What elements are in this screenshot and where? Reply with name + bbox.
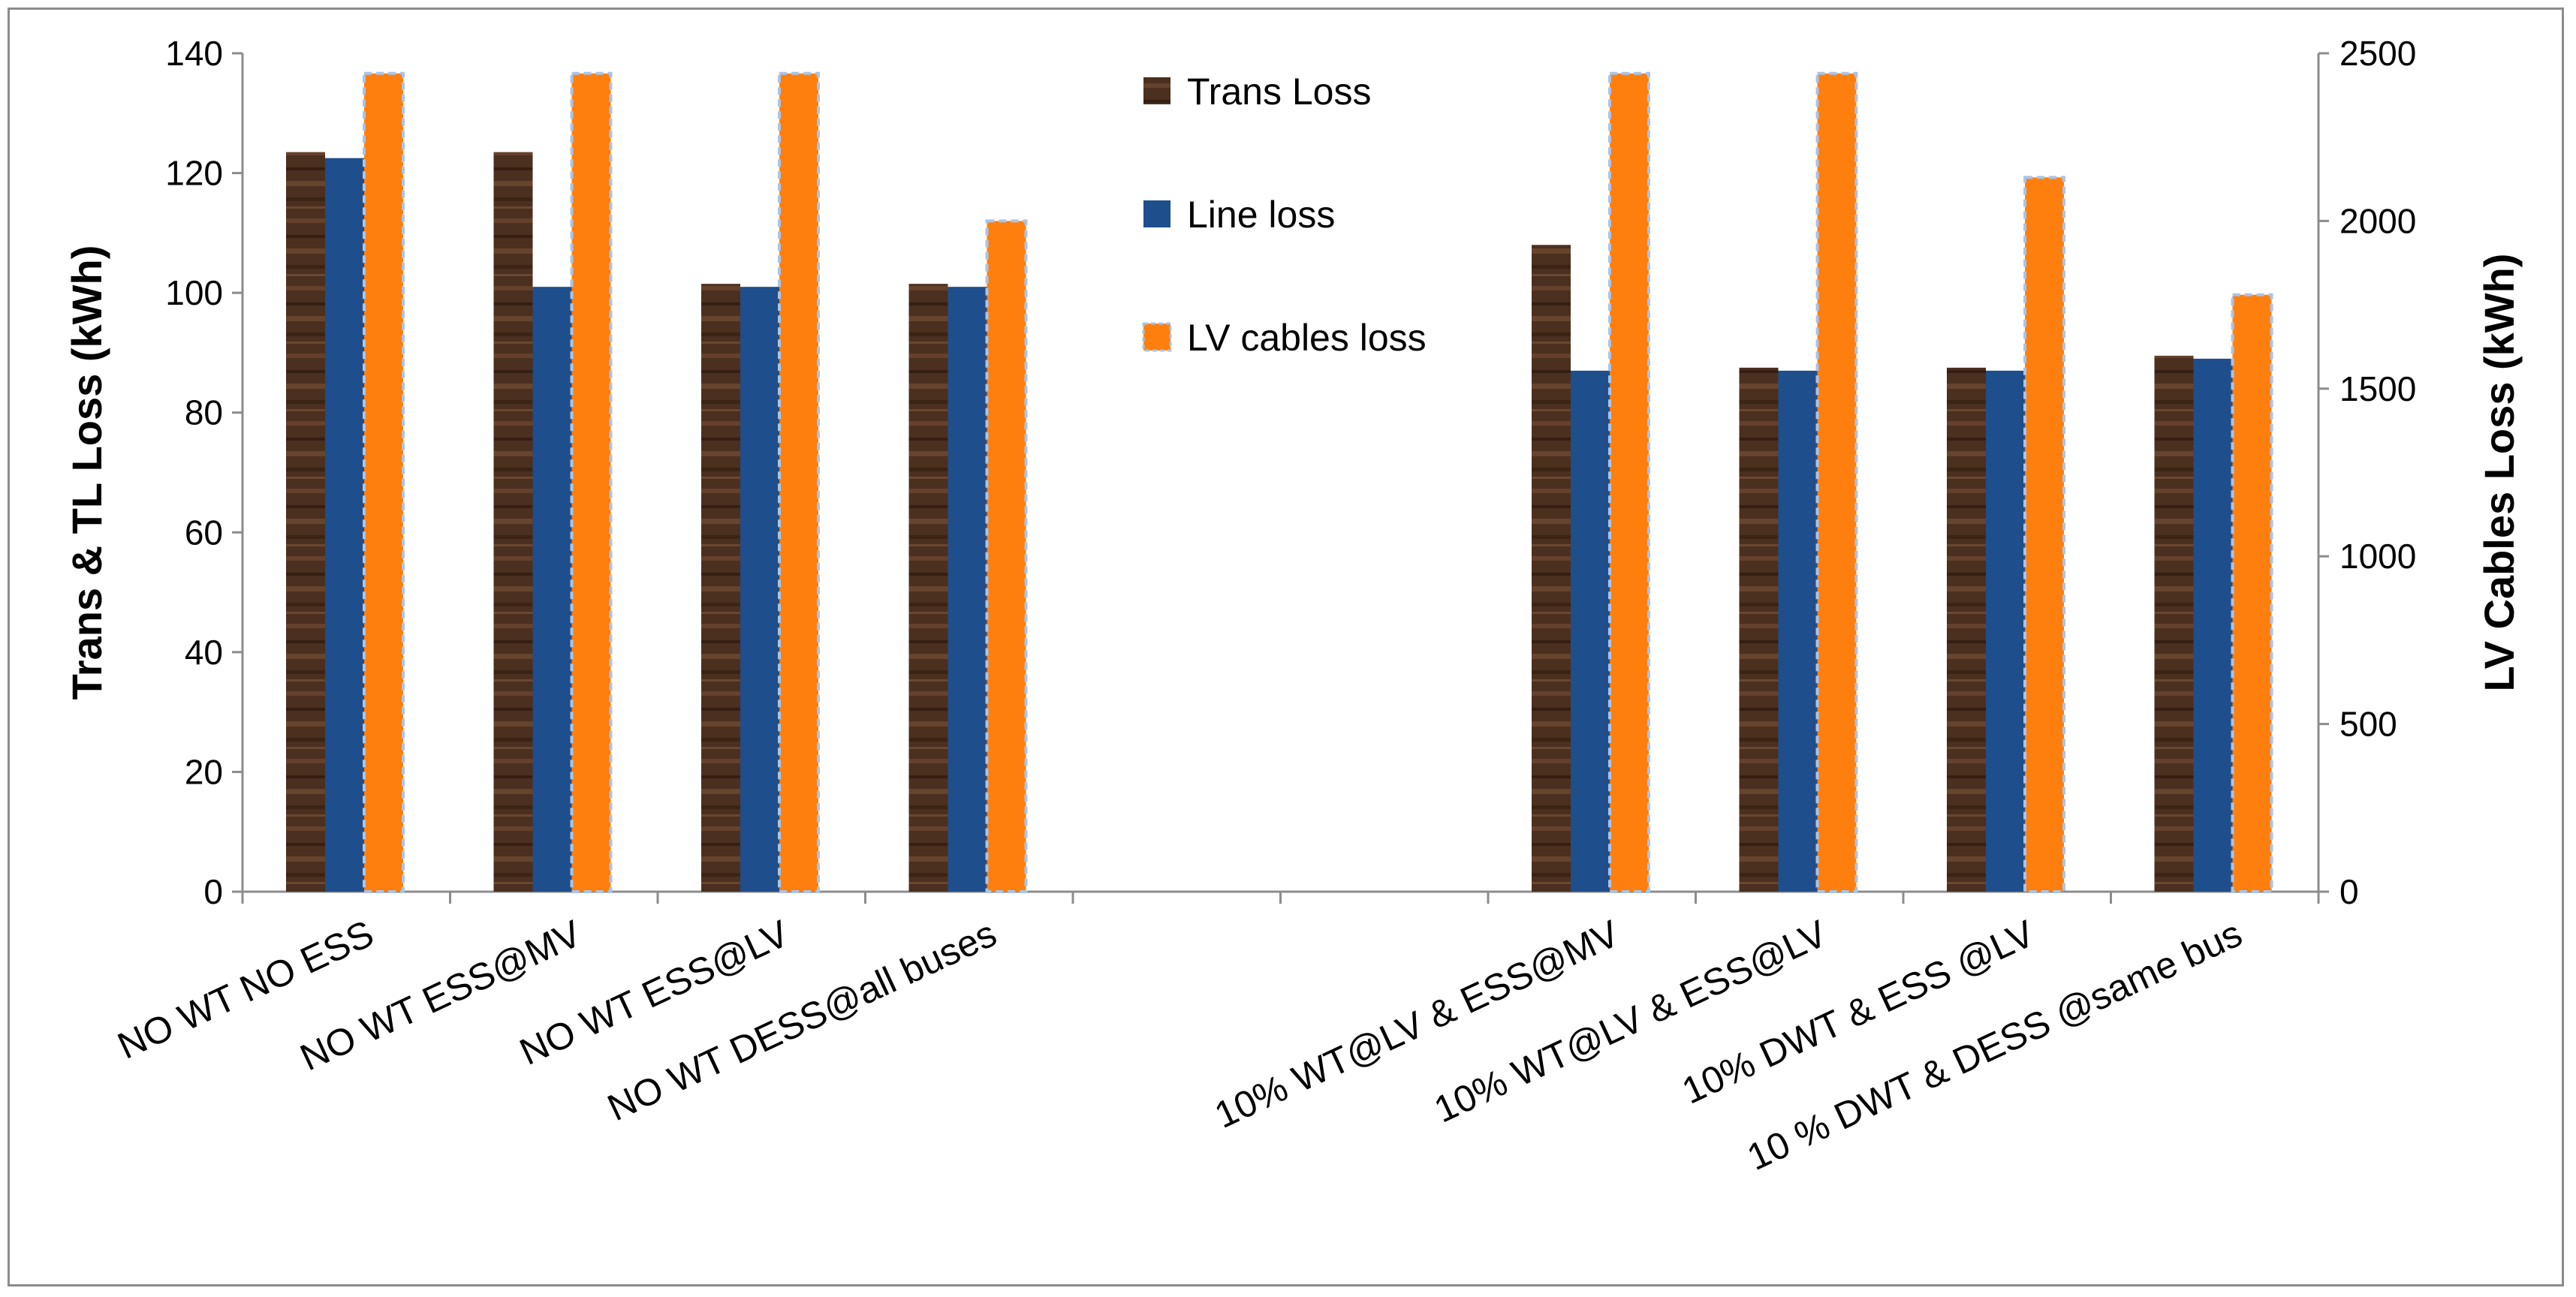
bar-lv-cables-loss (2231, 293, 2273, 894)
y-right-tick-label: 2000 (2339, 201, 2416, 240)
y-left-tick-label: 40 (185, 633, 223, 672)
x-category-label: NO WT DESS@all buses (601, 912, 1003, 1129)
bar-lv-cables-loss (778, 71, 820, 894)
y-left-tick-label: 120 (165, 154, 223, 193)
x-category-label: 10% WT@LV & ESS@LV (1428, 912, 1833, 1131)
x-category-label: 10% DWT & ESS @LV (1676, 912, 2041, 1112)
bar-line-loss (948, 287, 987, 892)
y-right-tick-label: 1500 (2339, 369, 2416, 408)
bar-lv-cables-loss (985, 219, 1028, 893)
bar-line-loss (1571, 370, 1610, 892)
bar-trans-loss (1532, 245, 1571, 892)
bar-trans-loss (1947, 367, 1986, 892)
y-left-tick-label: 20 (185, 752, 223, 791)
legend-label: Line loss (1187, 194, 1335, 236)
y-left-tick-label: 100 (165, 273, 223, 312)
chart-frame: 0 20 40 60 80 100 120 140 0 500 1000 1500 2000 2500 NO… (8, 8, 2564, 1286)
bar-line-loss (532, 287, 572, 892)
bar-trans-loss (493, 152, 533, 892)
y-left-tick-label: 140 (165, 34, 223, 73)
bar-trans-loss (908, 284, 948, 892)
x-category-label: 10% WT@LV & ESS@MV (1208, 912, 1625, 1136)
bar-trans-loss (286, 152, 325, 892)
bar-line-loss (1778, 370, 1818, 892)
bar-line-loss (2193, 358, 2233, 892)
bar-lv-cables-loss (570, 71, 613, 894)
legend-swatch-lv-cables-loss (1142, 322, 1172, 352)
bar-line-loss (325, 158, 364, 892)
bar-lv-cables-loss (1815, 71, 1858, 894)
bar-trans-loss (2154, 355, 2194, 892)
bar-lv-cables-loss (1608, 71, 1650, 894)
bar-line-loss (740, 287, 779, 892)
y-right-tick-label: 0 (2339, 872, 2359, 911)
y-right-tick-label: 1000 (2339, 537, 2416, 576)
y-axis-left-title: Trans & TL Loss (kWh) (63, 245, 110, 700)
bar-lv-cables-loss (363, 71, 405, 894)
bar-chart: 0 20 40 60 80 100 120 140 0 500 1000 1500 2000 2500 NO… (63, 34, 2523, 1178)
y-left-tick-label: 0 (203, 872, 223, 911)
legend-swatch-line-loss (1143, 200, 1170, 227)
legend-swatch-trans-loss (1143, 77, 1170, 104)
bar-trans-loss (701, 284, 740, 892)
legend-label: LV cables loss (1187, 317, 1427, 359)
y-left-tick-label: 80 (185, 393, 223, 432)
y-left-tick-label: 60 (185, 513, 223, 552)
bar-lv-cables-loss (2023, 176, 2065, 894)
y-right-tick-label: 2500 (2339, 34, 2416, 73)
bar-trans-loss (1739, 367, 1779, 892)
y-right-tick-label: 500 (2339, 705, 2397, 744)
bar-line-loss (1986, 370, 2025, 892)
legend-label: Trans Loss (1187, 71, 1371, 113)
y-axis-right-title: LV Cables Loss (kWh) (2475, 254, 2523, 692)
